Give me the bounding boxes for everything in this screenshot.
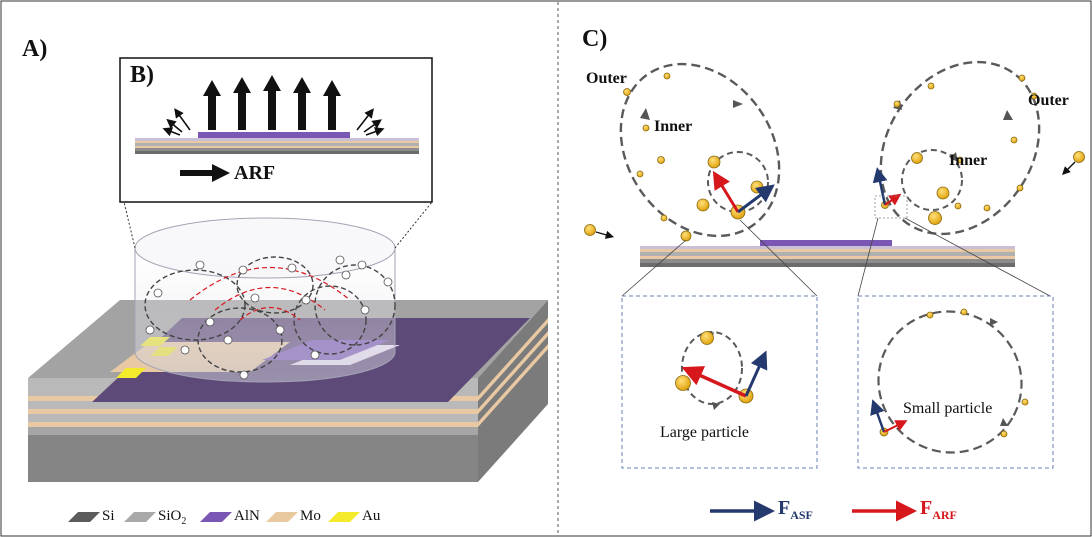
panel-a-label: A) (22, 36, 48, 62)
force-asf-label: FASF (778, 497, 813, 522)
inner-right-label: Inner (949, 152, 988, 169)
material-legend-swatches (68, 512, 360, 522)
arf-arrow (212, 164, 230, 182)
zoom-right-caption: Small particle (903, 400, 993, 417)
panel-b-label: B) (130, 62, 154, 88)
radiation-arrows (203, 75, 341, 130)
swatch-si (68, 512, 100, 522)
force-arf-label: FARF (920, 497, 957, 522)
zoom-box-small (857, 295, 1054, 469)
inset-aln-strip (198, 132, 350, 138)
swatch-sio2 (124, 512, 156, 522)
inset-b (119, 57, 433, 203)
zoom-left-caption: Large particle (660, 424, 749, 441)
au-pad-1 (116, 368, 146, 378)
device-illustration (28, 201, 548, 482)
panel-c-label: C) (582, 26, 608, 52)
outer-right-label: Outer (1028, 92, 1069, 109)
panel-c-diagram (584, 60, 1085, 522)
outer-left-label: Outer (586, 70, 627, 87)
legend-mo: Mo (300, 508, 321, 524)
swatch-au (328, 512, 360, 522)
legend-au: Au (362, 508, 381, 524)
swatch-aln (200, 512, 232, 522)
legend-aln: AlN (234, 508, 260, 524)
c-transducer (760, 240, 892, 246)
legend-sio2: SiO2 (158, 508, 187, 527)
inner-left-label: Inner (654, 118, 693, 135)
zoom-box-large (621, 295, 818, 469)
swatch-mo (266, 512, 298, 522)
legend-si: Si (102, 508, 115, 524)
arf-label: ARF (234, 162, 276, 184)
